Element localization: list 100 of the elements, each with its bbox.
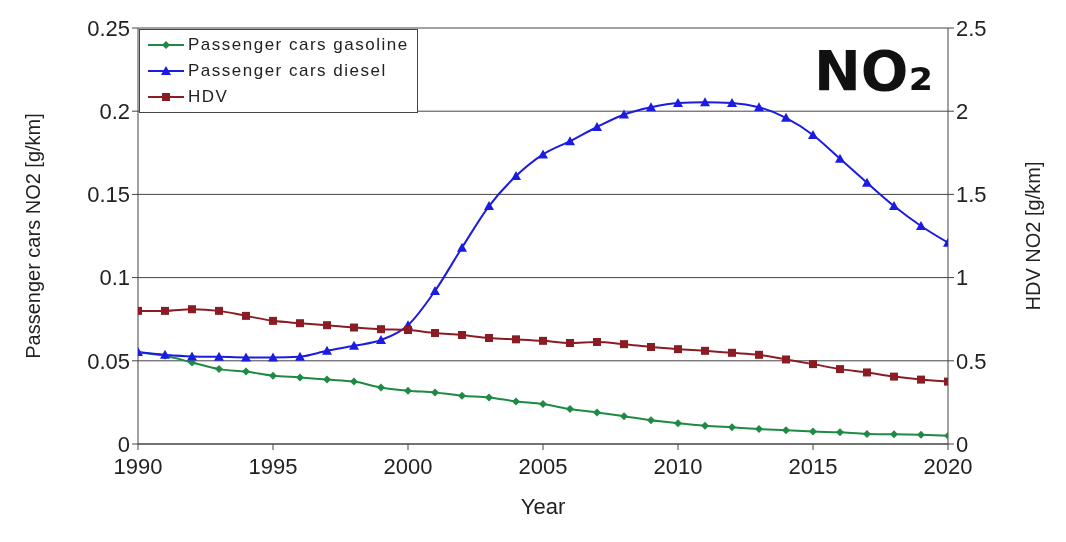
point [727, 97, 737, 107]
point [754, 102, 764, 112]
point [458, 391, 466, 400]
point [566, 405, 574, 414]
point [377, 383, 385, 392]
point [593, 338, 601, 346]
x-tick-label: 2000 [383, 453, 433, 479]
y-tick-label: 0.1 [99, 265, 130, 291]
point [620, 412, 628, 421]
point [485, 334, 493, 342]
point [350, 323, 358, 332]
point [376, 335, 386, 344]
point [458, 331, 466, 340]
y-tick-label: 0.15 [87, 182, 130, 208]
legend-label: HDV [188, 87, 229, 107]
point [782, 355, 790, 364]
x-tick-label: 2005 [518, 453, 568, 479]
point [188, 305, 196, 314]
y2-tick-label: 2 [956, 99, 969, 125]
point [349, 340, 359, 350]
y2-tick-label: 2.5 [956, 15, 987, 41]
point [809, 427, 817, 436]
y-tick-label: 0.2 [99, 99, 130, 125]
point [511, 171, 521, 181]
point [242, 311, 250, 320]
y2-tick-label: 0.5 [956, 348, 987, 374]
point [673, 97, 683, 107]
point [431, 388, 439, 397]
point [619, 109, 629, 119]
point [835, 153, 845, 163]
point [674, 419, 682, 428]
chart-title: NO₂ [814, 38, 933, 103]
point [889, 201, 899, 211]
point [755, 350, 763, 359]
y2-tick-label: 1.5 [956, 182, 987, 208]
point [296, 373, 304, 382]
point [215, 365, 223, 374]
point [674, 345, 682, 354]
y-tick-label: 0.25 [87, 15, 130, 41]
point [701, 421, 709, 430]
x-tick-label: 2015 [788, 453, 838, 479]
point [890, 430, 898, 439]
point [647, 342, 655, 351]
point [214, 351, 224, 361]
point [161, 306, 169, 315]
x-tick-label: 2010 [653, 453, 703, 479]
point [808, 130, 818, 139]
point [295, 351, 305, 361]
point [296, 319, 304, 328]
point [512, 397, 520, 406]
point [566, 339, 574, 347]
point [917, 430, 925, 439]
point [404, 326, 412, 335]
y-tick-label: 0.05 [87, 348, 130, 374]
point [620, 340, 628, 349]
point [322, 345, 332, 355]
point [565, 136, 575, 146]
point [917, 375, 925, 384]
point [782, 426, 790, 435]
point [323, 375, 331, 384]
point [539, 400, 547, 409]
point [700, 97, 710, 107]
legend-label: Passenger cars diesel [188, 61, 387, 81]
point [836, 365, 844, 374]
point [485, 393, 493, 402]
point [862, 177, 872, 187]
point [269, 371, 277, 380]
point [269, 316, 277, 325]
point [916, 221, 926, 231]
point [377, 325, 385, 334]
point [755, 425, 763, 434]
point [781, 112, 791, 122]
point [404, 386, 412, 395]
point [457, 242, 467, 252]
point [890, 372, 898, 381]
point [646, 102, 656, 112]
point [647, 416, 655, 425]
point [323, 321, 331, 330]
point [512, 335, 520, 344]
point [350, 377, 358, 386]
point [430, 285, 440, 295]
x-axis-title: Year [520, 494, 566, 519]
y-axis-title: Passenger cars NO2 [g/km] [22, 113, 45, 359]
point [863, 430, 871, 439]
y2-axis-title: HDV NO2 [g/km] [1022, 161, 1045, 311]
x-tick-label: 1995 [248, 453, 298, 479]
point [593, 408, 601, 417]
point [539, 336, 547, 345]
point [215, 306, 223, 315]
point [728, 423, 736, 432]
point [701, 346, 709, 355]
y2-tick-label: 1 [956, 265, 969, 291]
point [728, 348, 736, 357]
point [592, 122, 602, 132]
legend-label: Passenger cars gasoline [188, 35, 409, 55]
point [242, 367, 250, 376]
point [809, 360, 817, 369]
point [863, 368, 871, 377]
point [836, 428, 844, 437]
point [484, 201, 494, 211]
